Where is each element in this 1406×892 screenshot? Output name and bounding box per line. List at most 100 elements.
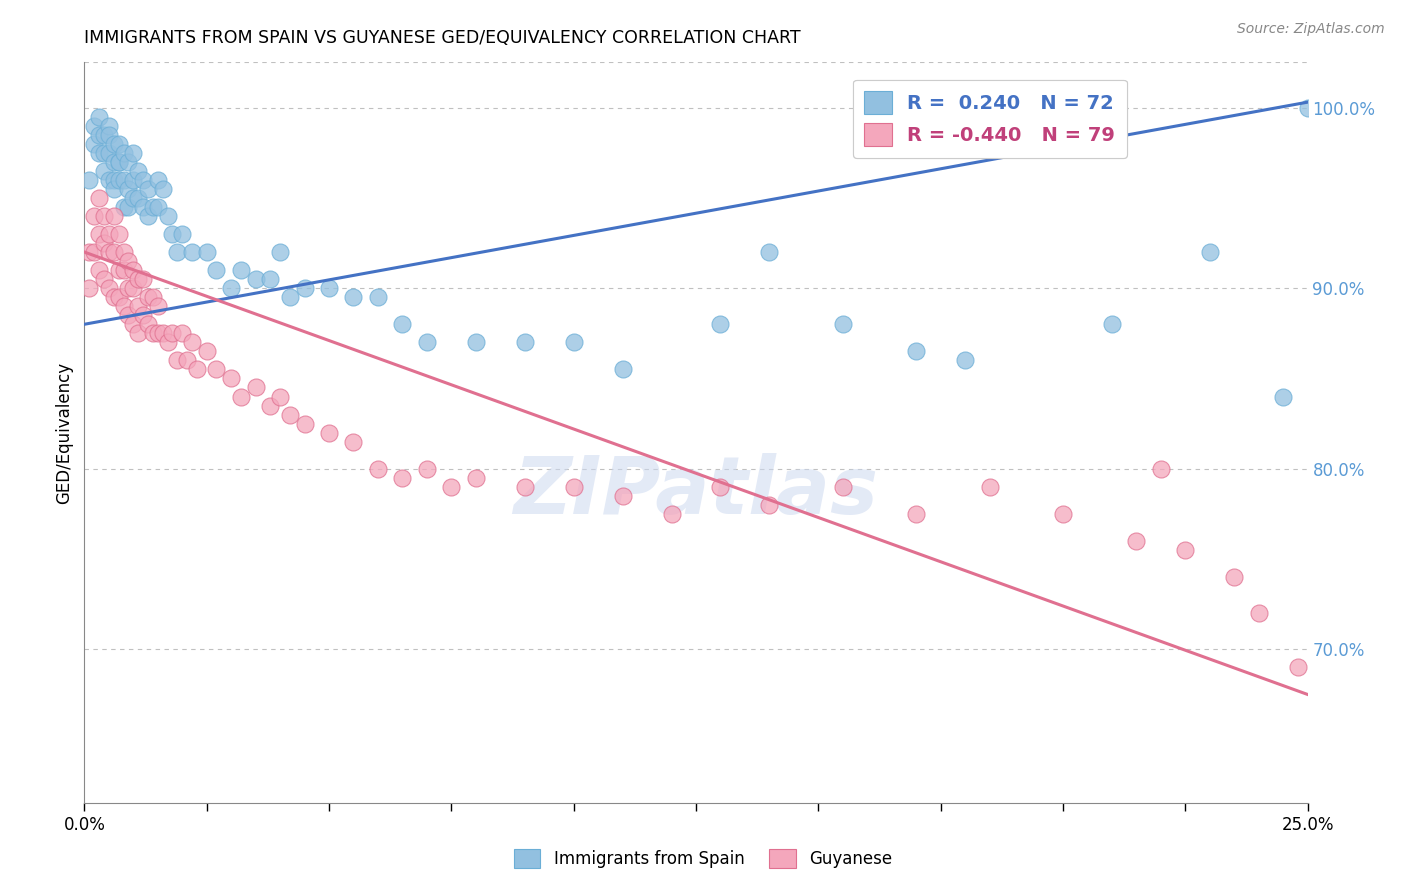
Point <box>77 245 100 260</box>
Point <box>205 362 228 376</box>
Point <box>142 326 165 341</box>
Point <box>103 154 125 169</box>
Point <box>152 326 174 341</box>
Point <box>709 480 731 494</box>
Legend: R =  0.240   N = 72, R = -0.440   N = 79: R = 0.240 N = 72, R = -0.440 N = 79 <box>852 79 1126 158</box>
Point <box>318 425 340 440</box>
Text: IMMIGRANTS FROM SPAIN VS GUYANESE GED/EQUIVALENCY CORRELATION CHART: IMMIGRANTS FROM SPAIN VS GUYANESE GED/EQ… <box>84 29 801 47</box>
Point <box>176 353 198 368</box>
Y-axis label: GED/Equivalency: GED/Equivalency <box>55 361 73 504</box>
Point <box>342 290 364 304</box>
Point <box>367 290 389 304</box>
Point <box>186 362 208 376</box>
Point <box>93 209 115 223</box>
Point <box>1101 318 1123 332</box>
Point <box>416 461 439 475</box>
Legend: Immigrants from Spain, Guyanese: Immigrants from Spain, Guyanese <box>508 842 898 875</box>
Point <box>103 290 125 304</box>
Point <box>294 281 316 295</box>
Point <box>758 498 780 512</box>
Point <box>87 110 110 124</box>
Point <box>136 209 159 223</box>
Point <box>117 200 139 214</box>
Point <box>464 471 486 485</box>
Point <box>127 163 149 178</box>
Point <box>709 318 731 332</box>
Point <box>127 326 149 341</box>
Point <box>146 299 169 313</box>
Point <box>136 290 159 304</box>
Point <box>172 227 194 241</box>
Point <box>112 145 135 160</box>
Point <box>219 371 242 385</box>
Point <box>112 263 135 277</box>
Point <box>513 480 536 494</box>
Point <box>127 299 149 313</box>
Text: Source: ZipAtlas.com: Source: ZipAtlas.com <box>1237 22 1385 37</box>
Point <box>87 263 110 277</box>
Point <box>132 272 155 286</box>
Point <box>107 290 129 304</box>
Point <box>195 245 218 260</box>
Point <box>278 290 301 304</box>
Point <box>87 145 110 160</box>
Point <box>103 173 125 187</box>
Text: ZIPatlas: ZIPatlas <box>513 453 879 531</box>
Point <box>112 245 135 260</box>
Point <box>127 272 149 286</box>
Point <box>1125 533 1147 548</box>
Point <box>367 461 389 475</box>
Point <box>294 417 316 431</box>
Point <box>391 471 413 485</box>
Point <box>661 507 683 521</box>
Point <box>122 173 145 187</box>
Point <box>166 245 188 260</box>
Point <box>181 335 204 350</box>
Point <box>513 335 536 350</box>
Point <box>97 119 120 133</box>
Point <box>117 154 139 169</box>
Point <box>107 154 129 169</box>
Point <box>219 281 242 295</box>
Point <box>97 173 120 187</box>
Point <box>117 281 139 295</box>
Point <box>112 173 135 187</box>
Point <box>122 145 145 160</box>
Point <box>87 227 110 241</box>
Point <box>87 128 110 142</box>
Point <box>416 335 439 350</box>
Point <box>107 154 129 169</box>
Point <box>905 507 928 521</box>
Point <box>103 209 125 223</box>
Point <box>146 173 169 187</box>
Point <box>562 335 585 350</box>
Point <box>269 245 291 260</box>
Point <box>318 281 340 295</box>
Point <box>93 272 115 286</box>
Point <box>136 318 159 332</box>
Point <box>259 272 281 286</box>
Point <box>117 308 139 322</box>
Point <box>146 326 169 341</box>
Point <box>77 281 100 295</box>
Point <box>142 200 165 214</box>
Point <box>93 145 115 160</box>
Point <box>1296 101 1319 115</box>
Point <box>245 272 267 286</box>
Point <box>97 245 120 260</box>
Point <box>103 245 125 260</box>
Point <box>905 344 928 359</box>
Point <box>132 200 155 214</box>
Point <box>146 200 169 214</box>
Point <box>342 434 364 449</box>
Point <box>107 136 129 151</box>
Point <box>93 235 115 250</box>
Point <box>562 480 585 494</box>
Point <box>83 119 105 133</box>
Point <box>166 353 188 368</box>
Point <box>1052 507 1074 521</box>
Point <box>107 227 129 241</box>
Point <box>464 335 486 350</box>
Point <box>122 263 145 277</box>
Point <box>107 173 129 187</box>
